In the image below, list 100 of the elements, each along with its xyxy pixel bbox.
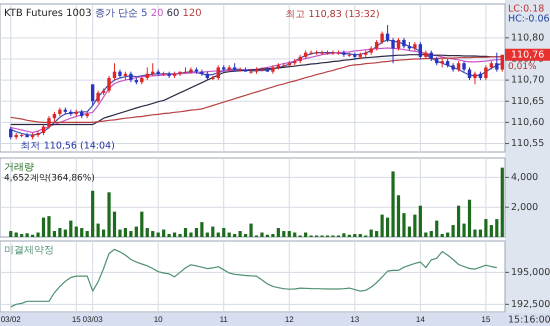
bar [14,232,18,237]
bar [435,220,438,237]
candlestick [456,60,460,72]
bar [271,234,274,237]
bar [293,232,296,237]
bar [304,232,308,237]
text: 110,76 [511,49,544,60]
bar [276,228,280,237]
annotation: 최저 110,56 (14:04) [20,140,115,152]
bar [74,226,78,237]
bar [146,228,149,237]
candlestick [129,71,133,83]
bar [194,228,198,237]
candlestick [418,42,422,60]
bar [228,232,231,237]
chart-title: KTB Futures 1003 [4,8,95,19]
y-tick-label: 192,500 [511,298,550,310]
bar [211,226,214,237]
candlestick [495,52,499,72]
bar [151,231,154,237]
bar [36,232,40,237]
bar [238,231,242,237]
y-tick-label: 110,70 [511,74,544,86]
bar [440,234,444,237]
text: 0,01% [508,62,538,72]
bar [200,222,204,237]
bar [216,232,220,237]
bar [473,230,477,237]
text: LC:0.18 [508,4,544,15]
x-tick-label: 10 [154,315,164,324]
bar [468,200,472,237]
bar [446,232,450,237]
candlestick [96,90,100,104]
annotation: 최고 110,83 (13:32) [286,9,380,20]
bar [353,234,356,237]
y-tick-label: 110,80 [511,32,544,44]
bar [452,225,455,237]
bar [462,224,466,237]
y-tick-label: 110,60 [511,116,544,128]
bar [140,212,144,237]
bar [107,192,111,237]
bar [69,220,72,237]
bar [260,232,264,237]
bar [86,231,89,237]
candlestick [430,50,433,62]
x-tick-label: 13 [350,315,360,324]
bar [168,234,171,237]
bar [80,228,84,237]
bar [430,231,433,237]
bar [64,230,67,237]
bar [156,232,160,237]
bar [358,234,362,237]
bar [282,231,286,237]
chart-title: 미결제약정 [4,244,54,256]
bar [413,214,416,237]
bar [495,219,498,237]
x-tick-label: 15 [72,315,82,324]
bar [370,230,373,237]
candlestick [42,124,46,136]
y-tick-label: 2,000 [511,202,538,213]
candlestick [9,126,12,140]
legend-title: 종가 단순 [94,8,142,19]
x-tick-label: 15 [481,315,491,324]
bar [172,232,176,237]
bar [96,224,100,237]
x-tick-label: 11 [220,315,228,324]
bar [396,195,400,237]
candlestick [151,62,154,76]
candlestick [380,30,384,45]
candlestick [146,66,149,81]
candlestick [90,84,94,106]
y-tick-label: 110,65 [511,96,544,107]
candlestick [386,24,390,43]
bar [386,218,390,237]
bar [233,234,236,237]
bar [102,230,106,237]
bar [184,228,188,237]
candlestick [462,60,466,72]
bar [206,232,209,237]
x-tick-label: 03/03 [82,315,104,324]
text: 120 [182,8,202,19]
x-tick-label: 14 [416,315,426,324]
bar [47,216,51,237]
bar [124,228,128,237]
bar [288,231,291,237]
bar [129,231,132,237]
text: 15:16:00 [508,314,550,326]
bar [456,206,460,237]
bar [391,171,395,237]
bar [418,206,422,237]
bar [490,225,493,237]
y-tick-label: 195,000 [511,266,550,278]
bar [20,234,24,237]
bar [249,224,253,237]
bar [118,230,122,237]
bar [162,230,166,237]
bar [478,230,482,237]
bar [9,231,12,237]
bar [58,228,62,237]
candlestick [52,111,56,123]
